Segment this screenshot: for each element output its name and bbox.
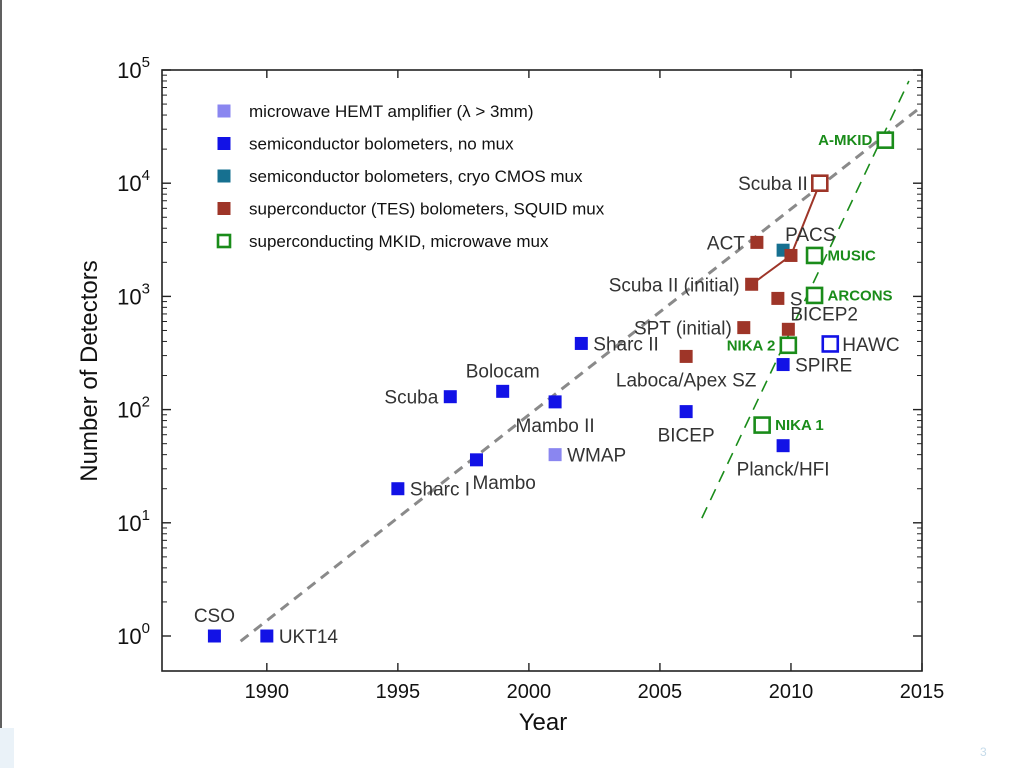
y-axis-label: Number of Detectors bbox=[76, 260, 103, 481]
point-label-bicep2: BICEP2 bbox=[790, 304, 858, 325]
point-label-mambo: Mambo bbox=[472, 473, 535, 494]
point-label-spire: SPIRE bbox=[795, 356, 852, 377]
point-scuba bbox=[443, 390, 457, 404]
point-label-ukt14: UKT14 bbox=[279, 627, 339, 648]
point-label-bicep: BICEP bbox=[658, 426, 715, 447]
point-nika-2 bbox=[779, 336, 798, 355]
legend-label-cmos: semiconductor bolometers, cryo CMOS mux bbox=[249, 167, 583, 186]
point-s bbox=[771, 291, 785, 305]
point-label-music: MUSIC bbox=[828, 247, 877, 264]
point-spt-initial bbox=[737, 321, 751, 335]
point-music bbox=[805, 246, 824, 265]
point-unlabeled bbox=[784, 248, 798, 262]
point-label-scuba: Scuba bbox=[384, 388, 438, 409]
point-sharc-i bbox=[391, 482, 405, 496]
point-wmap bbox=[548, 448, 562, 462]
point-spire bbox=[776, 358, 790, 372]
point-bicep2 bbox=[781, 322, 795, 336]
point-label-sharc-ii: Sharc II bbox=[593, 334, 658, 355]
legend-label-hemt: microwave HEMT amplifier (λ > 3mm) bbox=[249, 102, 533, 121]
legend-label-tes: superconductor (TES) bolometers, SQUID m… bbox=[249, 200, 605, 219]
data-points: CSO UKT14 Sharc I Scuba Mambo Bolocam Mambo II… bbox=[194, 131, 900, 648]
slide-bottom-accent bbox=[0, 728, 14, 768]
x-tick-label: 1995 bbox=[376, 681, 421, 703]
point-mambo-ii bbox=[548, 395, 562, 409]
legend-swatch-cmos bbox=[217, 169, 231, 183]
point-scuba-ii-initial bbox=[745, 277, 759, 291]
point-mambo bbox=[469, 453, 483, 467]
point-a-mkid bbox=[876, 131, 895, 149]
point-label-pacs: PACS bbox=[785, 225, 835, 246]
legend-swatch-tes bbox=[217, 202, 231, 215]
trend-lines bbox=[239, 80, 923, 643]
y-tick-label: 101 bbox=[117, 507, 150, 536]
point-bolocam bbox=[496, 384, 510, 398]
point-arcons bbox=[805, 286, 824, 305]
y-tick-label: 104 bbox=[117, 167, 150, 196]
plot-area-frame bbox=[161, 69, 923, 672]
mkid-trend bbox=[701, 80, 910, 519]
y-tick-label: 100 bbox=[117, 620, 150, 649]
x-tick-label: 2000 bbox=[507, 681, 552, 703]
x-tick-label: 1990 bbox=[245, 681, 290, 703]
point-label-scuba-ii-initial: Scuba II (initial) bbox=[609, 275, 740, 296]
legend-label-semi: semiconductor bolometers, no mux bbox=[249, 135, 514, 154]
point-label-s: S bbox=[790, 289, 803, 310]
x-tick-label: 2015 bbox=[900, 681, 945, 703]
point-label-mambo-ii: Mambo II bbox=[516, 416, 595, 437]
point-laboca-apex-sz bbox=[679, 349, 693, 363]
point-planck-hfi bbox=[776, 439, 790, 453]
point-label-a-mkid: A-MKID bbox=[818, 132, 872, 149]
y-tick-label: 102 bbox=[117, 394, 150, 423]
x-axis-ticks: 1990 1995 2000 2005 2010 2015 bbox=[245, 70, 945, 703]
point-label-scuba-ii: Scuba II bbox=[738, 174, 808, 195]
slide-left-border bbox=[0, 0, 2, 768]
semiconductor-trend bbox=[239, 104, 923, 643]
point-label-planck-hfi: Planck/HFI bbox=[737, 460, 830, 481]
x-tick-label: 2010 bbox=[769, 681, 814, 703]
point-sharc-ii bbox=[574, 336, 588, 350]
y-tick-label: 103 bbox=[117, 280, 150, 309]
point-label-wmap: WMAP bbox=[567, 446, 626, 467]
legend: microwave HEMT amplifier (λ > 3mm) semico… bbox=[216, 102, 605, 251]
point-label-spt-initial: SPT (initial) bbox=[634, 319, 732, 340]
legend-label-mkid: superconducting MKID, microwave mux bbox=[249, 232, 549, 251]
point-label-nika-1: NIKA 1 bbox=[775, 417, 824, 434]
point-scuba-ii bbox=[810, 174, 829, 192]
y-tick-label: 105 bbox=[117, 54, 150, 83]
point-label-hawc: HAWC bbox=[842, 335, 899, 356]
point-label-cso: CSO bbox=[194, 606, 235, 627]
point-cso bbox=[207, 629, 221, 643]
legend-swatch-semi bbox=[217, 137, 231, 150]
point-label-arcons: ARCONS bbox=[828, 287, 893, 304]
y-axis-ticks: 100 101 102 103 104 105 bbox=[117, 54, 922, 649]
point-label-nika-2: NIKA 2 bbox=[727, 337, 776, 354]
point-nika-1 bbox=[753, 416, 771, 434]
point-label-act: ACT bbox=[707, 233, 745, 254]
legend-swatch-hemt bbox=[217, 104, 231, 118]
legend-swatch-mkid bbox=[216, 233, 232, 249]
point-label-bolocam: Bolocam bbox=[466, 361, 540, 382]
point-ukt14 bbox=[260, 629, 274, 643]
x-tick-label: 2005 bbox=[638, 681, 683, 703]
page-number: 3 bbox=[980, 745, 987, 759]
point-bicep bbox=[679, 405, 693, 419]
point-hawc bbox=[821, 335, 840, 353]
point-label-laboca-apex-sz: Laboca/Apex SZ bbox=[616, 370, 757, 391]
point-label-sharc-i: Sharc I bbox=[410, 480, 470, 501]
x-axis-label: Year bbox=[519, 709, 568, 736]
point-act bbox=[750, 235, 764, 249]
